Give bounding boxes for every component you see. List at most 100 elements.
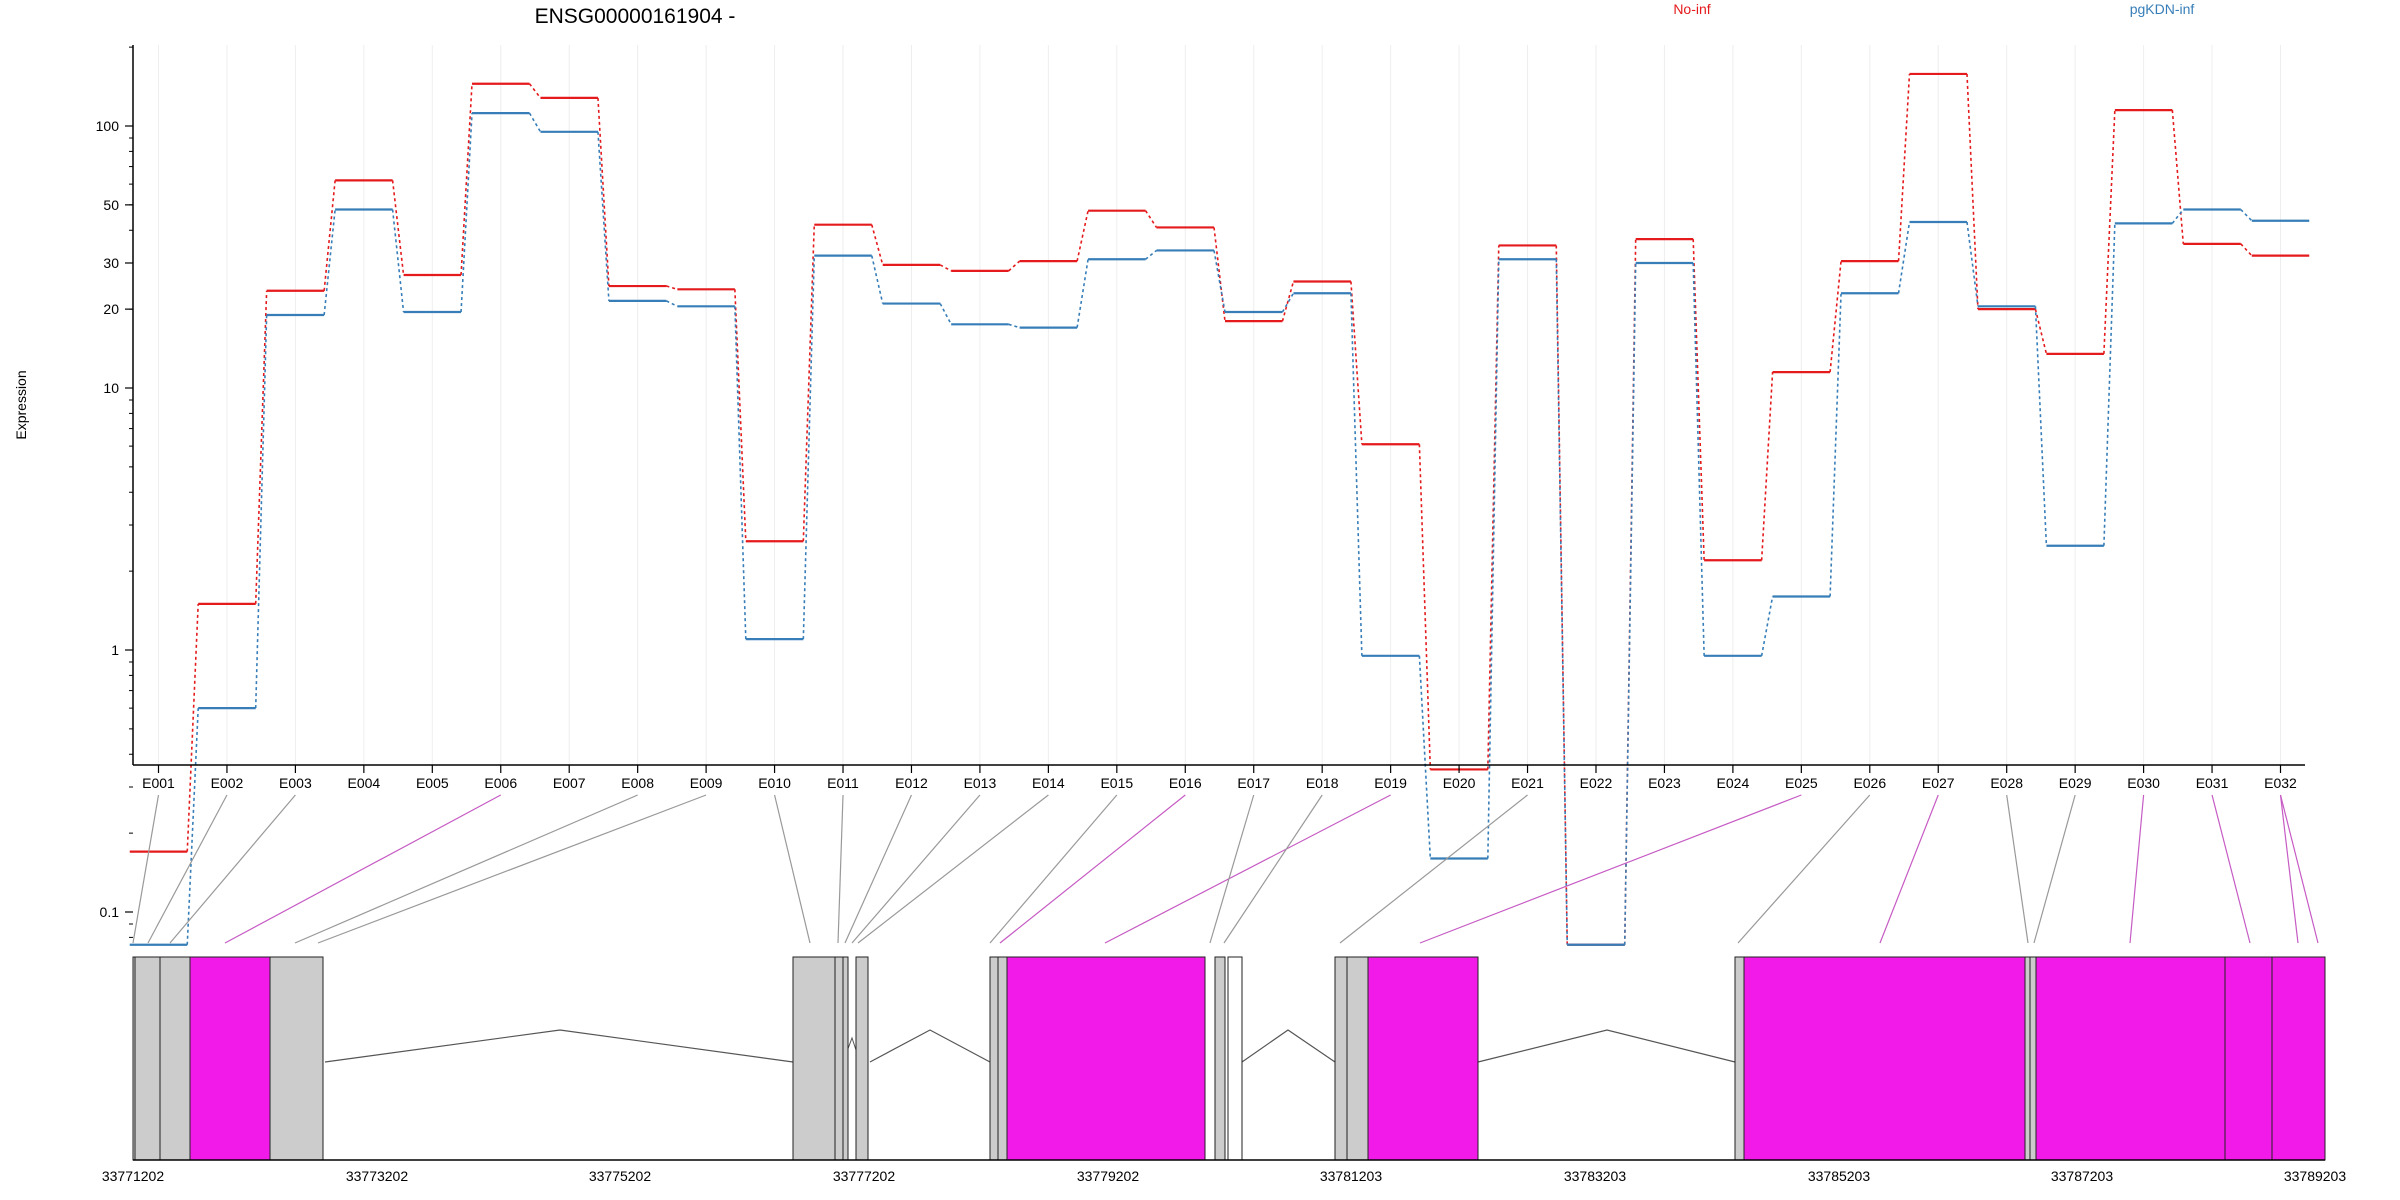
x-tick-label: E007 [553, 775, 586, 791]
intron-line [1477, 1029, 1736, 1063]
series-no-inf-connector [1829, 261, 1842, 373]
series-lines [129, 72, 2310, 946]
x-tick-label: E008 [621, 775, 654, 791]
exon-connector-line [1223, 794, 1323, 944]
x-tick-label: E018 [1306, 775, 1339, 791]
legend-entry-pgkdn-inf: pgKDN-inf [2130, 1, 2195, 17]
x-tick-label: E005 [416, 775, 449, 791]
series-pgkdn-inf-connector [1623, 262, 1637, 945]
exon-block [989, 956, 999, 1161]
y-tick-label: 0.1 [100, 904, 120, 920]
series-pgkdn-inf-connector [1760, 596, 1774, 656]
exon-block-highlighted [1743, 956, 2026, 1161]
exon-connector-line [1419, 794, 1802, 944]
exon-block-highlighted [1367, 956, 1479, 1161]
x-tick-label: E006 [484, 775, 517, 791]
exon-connector-line [773, 794, 811, 944]
x-tick-label: E024 [1717, 775, 1750, 791]
exon-block [1227, 956, 1243, 1161]
series-no-inf-connector [939, 264, 952, 272]
x-tick-label: E016 [1169, 775, 1202, 791]
exon-block [792, 956, 836, 1161]
y-tick-label: 10 [103, 380, 119, 396]
series-no-inf-connector [254, 290, 268, 604]
series-no-inf-connector [1350, 281, 1363, 445]
exon-connector-line [2279, 794, 2299, 944]
x-tick-label: E022 [1580, 775, 1613, 791]
genomic-coordinate-label: 33777202 [833, 1168, 896, 1184]
x-tick-label: E027 [1922, 775, 1955, 791]
x-tick-label: E004 [348, 775, 381, 791]
x-tick-label: E023 [1648, 775, 1681, 791]
genomic-coordinate-label: 33781203 [1320, 1168, 1383, 1184]
exon-block [855, 956, 869, 1161]
x-tick-label: E002 [211, 775, 244, 791]
x-tick-label: E032 [2264, 775, 2297, 791]
exon-connector-line [1209, 794, 1255, 944]
exon-block-highlighted [189, 956, 271, 1161]
series-no-inf-connector [2034, 308, 2048, 355]
intron-line [869, 1029, 991, 1063]
series-pgkdn-inf-connector [391, 209, 405, 313]
vertical-grid [158, 45, 2281, 765]
exon-connector-line [317, 794, 707, 944]
x-tick-label: E019 [1374, 775, 1407, 791]
x-tick-label: E014 [1032, 775, 1065, 791]
exon-block [1214, 956, 1226, 1161]
x-tick-label: E010 [758, 775, 791, 791]
y-tick-label: 30 [103, 255, 119, 271]
series-no-inf-connector [2103, 110, 2116, 354]
series-pgkdn-inf-connector [1008, 323, 1020, 329]
exon-block [834, 956, 844, 1161]
genomic-coordinate-label: 33775202 [589, 1168, 652, 1184]
gene-model: 33771202 33773202 33775202 33777202 33779202… [102, 956, 2347, 1184]
series-pgkdn-inf-connector [2171, 209, 2184, 224]
series-no-inf-connector [528, 83, 542, 99]
genomic-coordinate-label: 33789203 [2284, 1168, 2347, 1184]
series-no-inf-connector [1418, 444, 1432, 770]
series-no-inf-connector [734, 289, 747, 542]
series-no-inf-connector [1144, 210, 1158, 228]
exon-block [2029, 956, 2037, 1161]
series-no-inf-connector [186, 603, 200, 852]
x-tick-label: E001 [142, 775, 175, 791]
exon-connector-line [2211, 794, 2251, 944]
y-tick-label: 50 [103, 197, 119, 213]
series-pgkdn-inf-connector [460, 113, 473, 313]
exon-block [842, 956, 849, 1161]
series-pgkdn-inf-connector [1213, 250, 1226, 313]
genomic-coordinate-label: 33779202 [1077, 1168, 1140, 1184]
exon-connector-line [844, 794, 913, 944]
series-no-inf-connector [1623, 239, 1637, 945]
exon-connector-line [989, 794, 1118, 944]
genomic-coordinate-label: 33783203 [1564, 1168, 1627, 1184]
series-no-inf-connector [1213, 227, 1226, 322]
x-tick-label: E011 [827, 775, 859, 791]
series-pgkdn-inf-connector [1829, 293, 1842, 597]
series-no-inf-connector [1760, 372, 1774, 561]
exon-connector-line [1879, 794, 1939, 944]
intron-line [324, 1029, 794, 1063]
series-pgkdn-inf-connector [597, 131, 610, 301]
x-tick-label: E029 [2059, 775, 2092, 791]
series-pgkdn-inf-connector [939, 303, 952, 325]
genomic-coordinate-label: 33773202 [346, 1168, 409, 1184]
exon-connector-line [2033, 794, 2076, 944]
y-axis-label: Expression [13, 370, 29, 439]
exon-connectors [132, 794, 2319, 944]
genomic-coordinate-label: 33785203 [1808, 1168, 1871, 1184]
exon-connector-line [851, 794, 981, 944]
series-pgkdn-inf-connector [1487, 259, 1500, 859]
series-pgkdn-inf-connector [2240, 208, 2253, 222]
series-no-inf-connector [1966, 73, 1979, 310]
series-no-inf-connector [597, 97, 610, 287]
series-pgkdn-inf-connector [734, 306, 747, 640]
exon-connector-line [857, 794, 1049, 944]
x-tick-label: E030 [2127, 775, 2160, 791]
series-no-inf-connector [802, 224, 816, 542]
exon-connector-line [132, 794, 160, 944]
exon-block [2024, 956, 2031, 1161]
series-no-inf-connector [1897, 73, 1911, 262]
series-pgkdn-inf-connector [1692, 262, 1705, 656]
